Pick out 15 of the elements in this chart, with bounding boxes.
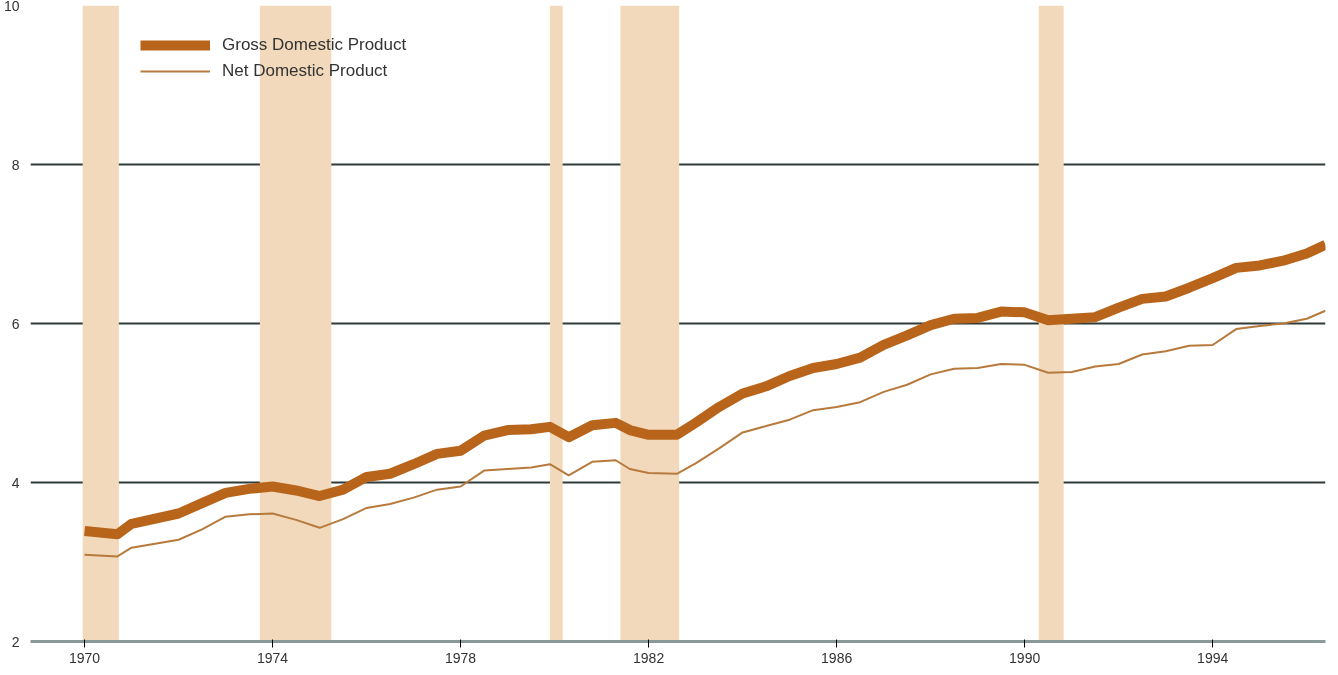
y-tick-label: 2: [11, 633, 20, 650]
line-series: [83, 309, 1326, 558]
legend-label: Gross Domestic Product: [222, 35, 407, 55]
x-tick-label: 1970: [68, 649, 101, 666]
x-tick-label: 1994: [1197, 649, 1229, 666]
x-tick-label: 1982: [633, 649, 665, 666]
y-tick-label: 6: [11, 315, 20, 332]
y-tick-label: 4: [11, 474, 20, 491]
y-tick-label: 8: [11, 156, 20, 173]
x-tick-label: 1990: [1009, 649, 1041, 666]
legend-label: Net Domestic Product: [222, 61, 388, 81]
y-tick-label: 10: [3, 0, 20, 14]
x-tick-label: 1978: [445, 649, 477, 666]
x-tick-label: 1986: [821, 649, 853, 666]
x-tick-label: 1974: [257, 649, 289, 666]
